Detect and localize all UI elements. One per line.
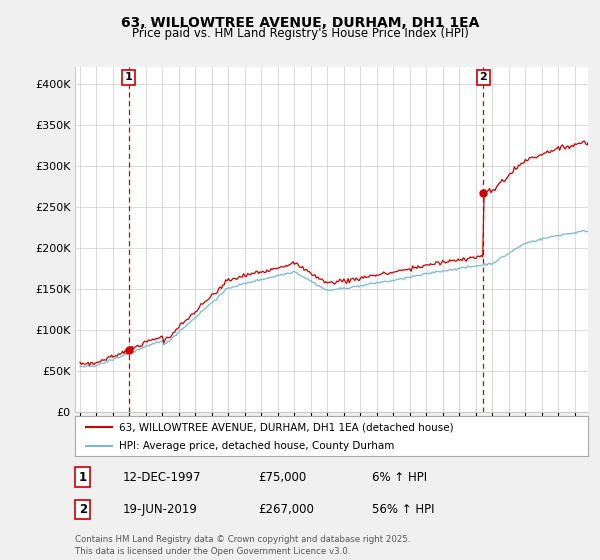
Text: 63, WILLOWTREE AVENUE, DURHAM, DH1 1EA (detached house): 63, WILLOWTREE AVENUE, DURHAM, DH1 1EA (… [119,422,453,432]
Text: 1: 1 [79,470,87,484]
Text: 56% ↑ HPI: 56% ↑ HPI [372,503,434,516]
Text: Price paid vs. HM Land Registry's House Price Index (HPI): Price paid vs. HM Land Registry's House … [131,27,469,40]
Text: £267,000: £267,000 [258,503,314,516]
Text: 12-DEC-1997: 12-DEC-1997 [123,470,202,484]
Point [124,346,134,354]
Text: 19-JUN-2019: 19-JUN-2019 [123,503,198,516]
Text: Contains HM Land Registry data © Crown copyright and database right 2025.
This d: Contains HM Land Registry data © Crown c… [75,535,410,556]
Text: 2: 2 [79,503,87,516]
Point [479,188,488,197]
Text: 63, WILLOWTREE AVENUE, DURHAM, DH1 1EA: 63, WILLOWTREE AVENUE, DURHAM, DH1 1EA [121,16,479,30]
Text: 1: 1 [125,72,133,82]
Text: 6% ↑ HPI: 6% ↑ HPI [372,470,427,484]
Text: £75,000: £75,000 [258,470,306,484]
Text: 2: 2 [479,72,487,82]
Text: HPI: Average price, detached house, County Durham: HPI: Average price, detached house, Coun… [119,441,394,451]
